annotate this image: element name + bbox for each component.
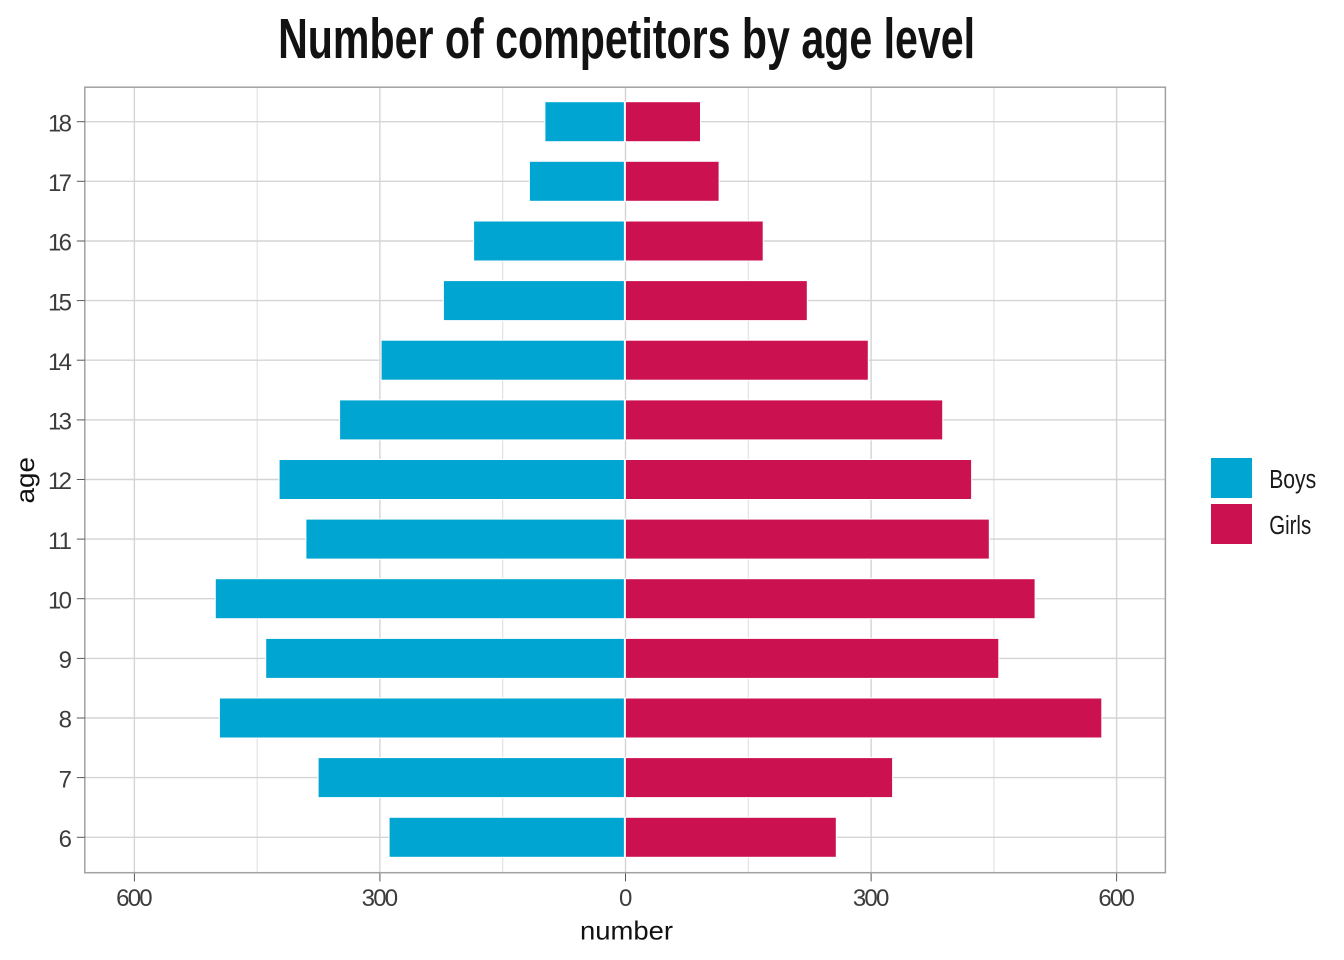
svg-text:600: 600 bbox=[116, 885, 153, 912]
svg-text:12: 12 bbox=[48, 468, 72, 495]
svg-text:13: 13 bbox=[48, 409, 72, 436]
svg-text:16: 16 bbox=[48, 230, 72, 257]
svg-text:300: 300 bbox=[853, 885, 890, 912]
svg-text:15: 15 bbox=[48, 289, 72, 316]
svg-text:18: 18 bbox=[48, 110, 72, 137]
svg-text:14: 14 bbox=[48, 349, 72, 376]
svg-text:8: 8 bbox=[59, 707, 72, 734]
svg-text:10: 10 bbox=[48, 587, 72, 614]
svg-text:Boys: Boys bbox=[1269, 466, 1316, 494]
svg-text:7: 7 bbox=[59, 766, 72, 793]
svg-text:11: 11 bbox=[48, 528, 72, 555]
svg-text:age: age bbox=[10, 457, 40, 504]
svg-text:9: 9 bbox=[59, 647, 72, 674]
svg-text:300: 300 bbox=[362, 885, 399, 912]
svg-text:Number of competitors by age l: Number of competitors by age level bbox=[278, 7, 975, 70]
svg-text:600: 600 bbox=[1098, 885, 1135, 912]
svg-text:number: number bbox=[580, 915, 673, 945]
svg-text:0: 0 bbox=[619, 885, 632, 912]
svg-text:Girls: Girls bbox=[1269, 512, 1311, 540]
svg-text:17: 17 bbox=[48, 170, 72, 197]
svg-text:6: 6 bbox=[59, 826, 72, 853]
